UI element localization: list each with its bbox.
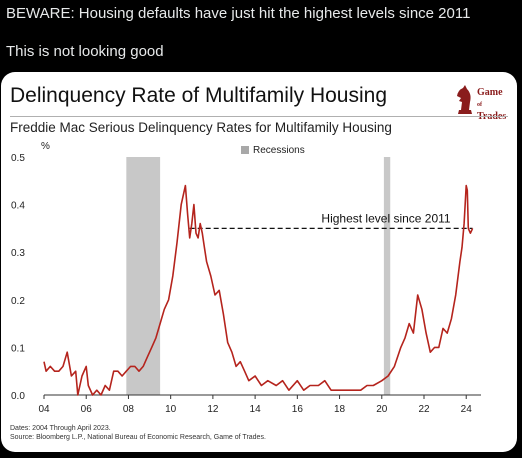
chart-image-card[interactable]: Delinquency Rate of Multifamily Housing …	[1, 72, 517, 452]
x-tick-label-8: 20	[376, 404, 388, 415]
delinquency-line-chart: Highest level since 2011 0.0 0.1 0.2 0.3 0.4…	[11, 141, 481, 415]
x-tick-label-1: 06	[81, 404, 93, 415]
y-axis-unit-label: %	[41, 141, 50, 152]
footnote-dates: Dates: 2004 Through April 2023.	[10, 425, 111, 432]
delinquency-rate-line	[43, 184, 474, 396]
annotation-text: Highest level since 2011	[321, 211, 451, 225]
chess-knight-icon	[457, 85, 472, 114]
footnote-source: Source: Bloomberg L.P., National Bureau …	[10, 434, 266, 441]
y-tick-label-3: 0.3	[11, 248, 25, 259]
x-tick-label-9: 22	[418, 404, 430, 415]
x-tick-label-7: 18	[334, 404, 346, 415]
x-tick-label-5: 14	[250, 404, 262, 415]
x-tick-label-6: 16	[292, 404, 304, 415]
title-divider	[10, 116, 508, 117]
x-tick-label-4: 12	[207, 404, 219, 415]
y-tick-label-5: 0.5	[11, 153, 25, 164]
card-title: Delinquency Rate of Multifamily Housing	[10, 84, 388, 107]
post-text-line-2: This is not looking good	[6, 43, 164, 60]
x-tick-label-2: 08	[123, 404, 135, 415]
x-tick-label-3: 10	[165, 404, 177, 415]
y-tick-label-1: 0.1	[11, 343, 25, 354]
y-tick-label-0: 0.0	[11, 391, 25, 402]
post-text-line-1: BEWARE: Housing defaults have just hit t…	[6, 5, 471, 22]
x-tick-label-10: 24	[461, 404, 473, 415]
x-tick-label-0: 04	[38, 404, 50, 415]
legend-swatch-recessions	[241, 146, 249, 154]
y-tick-label-4: 0.4	[11, 201, 25, 212]
y-tick-label-2: 0.2	[11, 296, 25, 307]
legend-label-recessions: Recessions	[253, 145, 305, 156]
recession-bar-1	[383, 157, 391, 395]
chart-subtitle: Freddie Mac Serious Delinquency Rates fo…	[10, 120, 392, 135]
recession-bar-0	[126, 157, 161, 395]
